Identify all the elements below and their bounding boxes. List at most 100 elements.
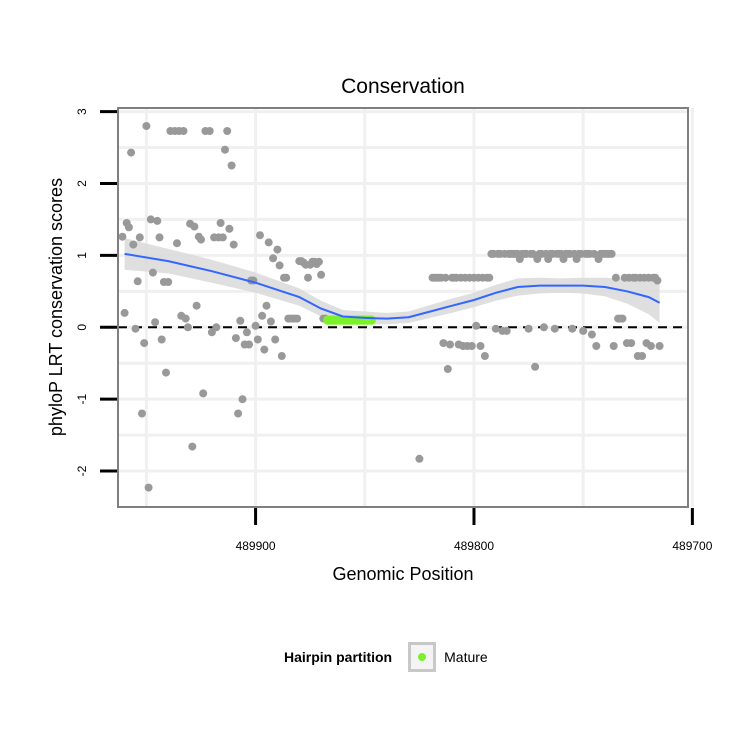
y-tick-label: -1 bbox=[75, 394, 89, 405]
data-point bbox=[205, 127, 214, 135]
data-point bbox=[124, 223, 133, 232]
data-point bbox=[212, 323, 221, 332]
data-point bbox=[258, 311, 267, 320]
data-point bbox=[491, 324, 500, 333]
data-point bbox=[476, 342, 485, 350]
data-point bbox=[216, 219, 225, 227]
data-point bbox=[234, 409, 243, 418]
data-point bbox=[181, 314, 190, 323]
data-point bbox=[653, 276, 662, 285]
data-point bbox=[221, 145, 229, 154]
y-tick-label: -2 bbox=[75, 465, 89, 476]
data-point bbox=[197, 235, 205, 244]
legend-key bbox=[408, 642, 437, 672]
data-point bbox=[146, 215, 155, 224]
data-point bbox=[245, 340, 253, 349]
data-point bbox=[480, 352, 489, 360]
data-point bbox=[148, 268, 157, 277]
data-point bbox=[118, 232, 127, 241]
data-point bbox=[269, 254, 278, 263]
data-point bbox=[271, 335, 280, 344]
plot-border bbox=[117, 107, 689, 508]
data-point bbox=[441, 273, 450, 282]
data-point bbox=[135, 233, 144, 242]
data-point bbox=[277, 352, 286, 360]
data-point bbox=[225, 224, 234, 233]
data-point bbox=[120, 308, 129, 317]
y-tick-label: 3 bbox=[75, 108, 89, 115]
data-point bbox=[655, 342, 664, 350]
data-point bbox=[443, 365, 452, 373]
x-axis-title: Genomic Position bbox=[332, 564, 473, 584]
data-point bbox=[179, 127, 188, 135]
data-point bbox=[579, 326, 588, 335]
data-point bbox=[366, 315, 376, 325]
data-point bbox=[260, 345, 269, 354]
data-point bbox=[162, 368, 170, 377]
data-point bbox=[229, 240, 238, 249]
smooth-trend-line bbox=[124, 252, 661, 320]
legend-dot-icon bbox=[418, 653, 427, 661]
data-point bbox=[190, 222, 199, 231]
data-point bbox=[155, 233, 164, 242]
data-point bbox=[223, 127, 232, 135]
data-point bbox=[611, 273, 620, 282]
data-point bbox=[304, 273, 312, 282]
data-point bbox=[587, 330, 596, 339]
data-point bbox=[618, 314, 627, 323]
data-point bbox=[157, 335, 166, 344]
x-tick-label: 489700 bbox=[672, 539, 712, 553]
data-point bbox=[317, 270, 326, 279]
data-point bbox=[439, 339, 448, 348]
legend: Hairpin partition Mature bbox=[284, 639, 488, 675]
data-point bbox=[592, 342, 601, 350]
x-tick-label: 489800 bbox=[454, 539, 494, 553]
data-point bbox=[314, 257, 323, 266]
data-point bbox=[646, 342, 655, 350]
data-point bbox=[256, 231, 264, 240]
x-axis: 489900 489800 489700 bbox=[236, 508, 713, 553]
y-axis-title: phyloP LRT conservation scores bbox=[46, 178, 66, 436]
y-axis: -2 -1 0 1 2 3 bbox=[75, 108, 117, 476]
data-point bbox=[183, 323, 192, 332]
data-point bbox=[227, 161, 236, 170]
data-point bbox=[607, 249, 616, 258]
data-point bbox=[127, 148, 136, 157]
y-tick-label: 2 bbox=[75, 180, 89, 187]
data-point bbox=[609, 342, 618, 350]
y-tick-label: 1 bbox=[75, 252, 89, 259]
data-point bbox=[539, 323, 548, 332]
data-point bbox=[415, 454, 424, 463]
plot-panel bbox=[118, 108, 688, 507]
data-point bbox=[264, 238, 273, 247]
x-tick-label: 489900 bbox=[236, 539, 276, 553]
legend-label-mature: Mature bbox=[444, 649, 488, 665]
data-point bbox=[192, 301, 201, 310]
data-point bbox=[485, 273, 494, 282]
confidence-ribbon-layer bbox=[124, 238, 660, 325]
legend-title: Hairpin partition bbox=[284, 649, 393, 665]
data-point bbox=[627, 339, 636, 348]
data-point bbox=[142, 122, 151, 130]
data-point bbox=[173, 239, 181, 248]
points-layer bbox=[118, 122, 664, 492]
data-point bbox=[188, 442, 197, 451]
data-point bbox=[293, 314, 302, 323]
chart-title: Conservation bbox=[341, 75, 465, 98]
grid-lines bbox=[118, 108, 694, 507]
data-point bbox=[144, 483, 153, 492]
data-point bbox=[236, 316, 245, 325]
data-point bbox=[502, 326, 511, 335]
data-point bbox=[550, 324, 559, 333]
data-point bbox=[129, 240, 138, 249]
data-point bbox=[242, 328, 251, 337]
data-point bbox=[218, 233, 227, 242]
data-point bbox=[262, 301, 271, 310]
data-point bbox=[524, 324, 533, 333]
data-point bbox=[138, 409, 146, 418]
data-point bbox=[446, 340, 454, 349]
confidence-ribbon bbox=[124, 238, 660, 325]
data-point bbox=[151, 318, 160, 327]
data-point bbox=[467, 342, 476, 350]
